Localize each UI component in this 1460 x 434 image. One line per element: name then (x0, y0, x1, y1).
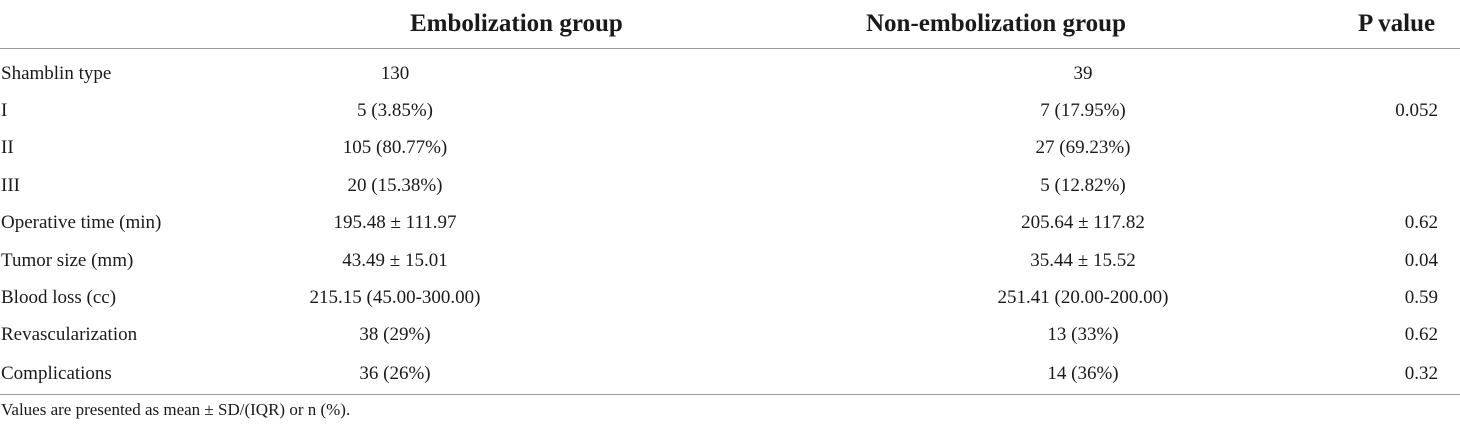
non-embolization-cell: 7 (17.95%) (580, 92, 1220, 129)
non-embolization-cell: 14 (36%) (580, 354, 1220, 396)
header-label (0, 0, 330, 49)
row-label: Blood loss (cc) (1, 287, 117, 309)
row-label: Revascularization (1, 324, 138, 346)
embolization-value: 215.15 (45.00-300.00) (309, 287, 481, 309)
comparison-table: Embolization group Non-embolization grou… (0, 0, 1460, 396)
embolization-value: 195.48 ± 111.97 (333, 212, 457, 234)
row-label: I (1, 100, 8, 122)
p-value: 0.62 (1404, 324, 1438, 346)
table-row: Blood loss (cc) 215.15 (45.00-300.00) 25… (0, 279, 1460, 316)
p-value: 0.32 (1220, 354, 1460, 396)
embolization-value: 36 (26%) (270, 354, 520, 396)
header-non-embolization-group: Non-embolization group (580, 0, 1220, 49)
p-value (1220, 130, 1460, 167)
non-embolization-value: 35.44 ± 15.52 (1030, 249, 1136, 271)
non-embolization-value: 5 (12.82%) (1040, 174, 1126, 196)
row-label: Operative time (min) (1, 212, 162, 234)
embolization-value: 43.49 ± 15.01 (342, 249, 448, 271)
table-row: Shamblin type 130 39 (0, 49, 1460, 93)
non-embolization-value: 14 (36%) (1047, 363, 1119, 385)
non-embolization-value: 39 (1073, 62, 1093, 84)
row-label: II (1, 137, 14, 159)
p-value: 0.59 (1404, 287, 1438, 309)
table-body: Shamblin type 130 39 I 5 (3.85%) 7 (17.9… (0, 49, 1460, 396)
embolization-value: 20 (15.38%) (347, 174, 443, 196)
non-embolization-cell: 205.64 ± 117.82 (580, 205, 1220, 242)
comparison-table-container: Embolization group Non-embolization grou… (0, 0, 1460, 396)
embolization-value: 105 (80.77%) (342, 137, 448, 159)
p-value (1220, 49, 1460, 93)
header-p-value: P value (1220, 0, 1460, 49)
non-embolization-value: 251.41 (20.00-200.00) (997, 287, 1169, 309)
header-row: Embolization group Non-embolization grou… (0, 0, 1460, 49)
embolization-value: 38 (29%) (359, 324, 431, 346)
p-value: 0.04 (1404, 249, 1438, 271)
p-value: 0.052 (1395, 100, 1438, 122)
table-row: Tumor size (mm) 43.49 ± 15.01 35.44 ± 15… (0, 242, 1460, 279)
embolization-value: 5 (3.85%) (357, 100, 433, 122)
non-embolization-value: 13 (33%) (1047, 324, 1119, 346)
non-embolization-value: 205.64 ± 117.82 (1021, 212, 1145, 234)
row-label: III (1, 174, 20, 196)
non-embolization-cell: 35.44 ± 15.52 (580, 242, 1220, 279)
table-header: Embolization group Non-embolization grou… (0, 0, 1460, 49)
table-row: III 20 (15.38%) 5 (12.82%) (0, 167, 1460, 204)
table-row: Complications 36 (26%) 14 (36%) 0.32 (0, 354, 1460, 396)
non-embolization-value: 27 (69.23%) (1035, 137, 1131, 159)
table-row: I 5 (3.85%) 7 (17.95%) 0.052 (0, 92, 1460, 129)
embolization-value: 130 (380, 62, 410, 84)
p-value: 0.62 (1404, 212, 1438, 234)
non-embolization-cell: 251.41 (20.00-200.00) (580, 279, 1220, 316)
row-label: Shamblin type (1, 62, 112, 84)
table-footnote: Values are presented as mean ± SD/(IQR) … (1, 400, 351, 419)
non-embolization-cell: 39 (580, 49, 1220, 93)
non-embolization-cell: 5 (12.82%) (580, 167, 1220, 204)
row-label: Tumor size (mm) (1, 249, 134, 271)
table-row: Revascularization 38 (29%) 13 (33%) 0.62 (0, 317, 1460, 354)
non-embolization-cell: 27 (69.23%) (580, 130, 1220, 167)
table-row: II 105 (80.77%) 27 (69.23%) (0, 130, 1460, 167)
header-embolization-group: Embolization group (330, 0, 623, 49)
p-value (1220, 167, 1460, 204)
non-embolization-value: 7 (17.95%) (1040, 100, 1126, 122)
table-row: Operative time (min) 195.48 ± 111.97 205… (0, 205, 1460, 242)
non-embolization-cell: 13 (33%) (580, 317, 1220, 354)
